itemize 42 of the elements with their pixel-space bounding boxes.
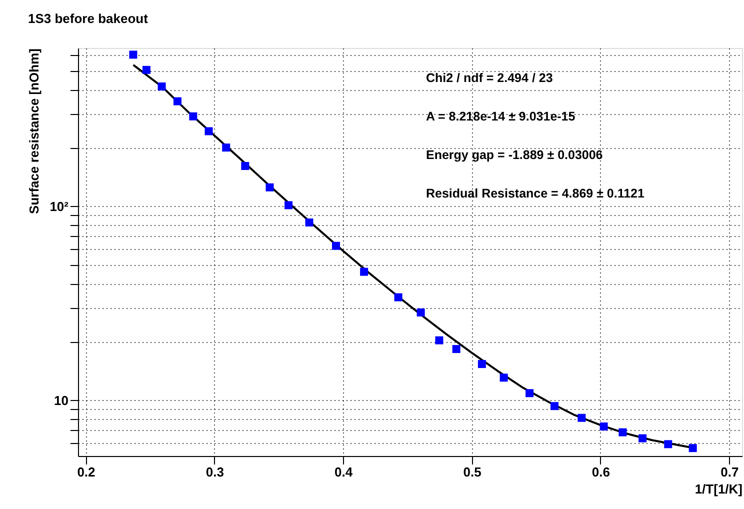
point	[618, 428, 627, 436]
point	[241, 162, 250, 170]
point	[500, 374, 508, 382]
point	[550, 402, 559, 410]
x-tick-label: 0.3	[206, 464, 224, 480]
x-tick-label: 0.7	[720, 464, 739, 480]
y-axis-title: Surface resistance [nOhm]	[26, 48, 42, 214]
y-tick-label: 10	[54, 392, 68, 408]
point	[142, 66, 150, 74]
chart-title: 1S3 before bakeout	[28, 11, 149, 26]
point	[284, 201, 293, 210]
point	[478, 360, 486, 368]
point	[578, 414, 586, 422]
point	[266, 183, 274, 192]
point	[452, 345, 460, 354]
point	[360, 268, 368, 276]
point	[332, 242, 340, 250]
x-tick-label: 0.2	[77, 464, 96, 480]
point	[173, 97, 182, 106]
annotation: Residual Resistance = 4.869 ± 0.1121	[426, 186, 645, 200]
x-tick-label: 0.5	[463, 464, 482, 480]
point	[189, 112, 198, 120]
y-tick-label: 10²	[50, 198, 70, 214]
point	[526, 389, 534, 398]
point	[664, 440, 672, 448]
x-tick-label: 0.6	[592, 464, 610, 480]
point	[129, 50, 138, 59]
point	[416, 308, 425, 316]
annotation: A = 8.218e-14 ± 9.031e-15	[426, 110, 576, 124]
point	[305, 218, 314, 226]
annotation: Energy gap = -1.889 ± 0.03006	[426, 148, 603, 162]
x-axis-title: 1/T[1/K]	[694, 482, 742, 496]
point	[158, 82, 166, 90]
annotation: Chi2 / ndf = 2.494 / 23	[426, 71, 553, 85]
point	[394, 293, 402, 302]
point	[222, 144, 230, 152]
point	[204, 127, 213, 136]
x-tick-label: 0.4	[334, 464, 354, 480]
point	[600, 422, 608, 430]
point	[688, 444, 697, 452]
point	[638, 434, 647, 442]
point	[435, 336, 444, 344]
